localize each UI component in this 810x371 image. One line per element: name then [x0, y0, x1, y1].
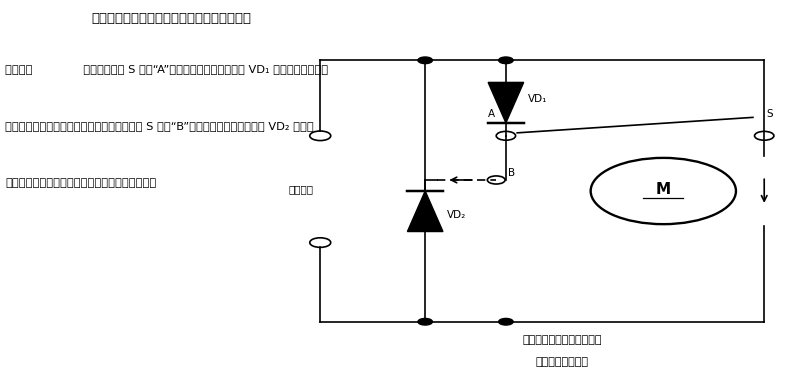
- Text: 动机，电流方向如图中虚线所示，则电动机反转。: 动机，电流方向如图中虚线所示，则电动机反转。: [6, 178, 156, 188]
- Text: M: M: [656, 182, 671, 197]
- Circle shape: [499, 318, 514, 325]
- Text: 交流电源: 交流电源: [289, 184, 313, 194]
- Text: 正、反转控制电路: 正、反转控制电路: [536, 357, 589, 367]
- Circle shape: [418, 57, 433, 63]
- Circle shape: [418, 318, 433, 325]
- Text: A: A: [488, 109, 495, 119]
- Text: B: B: [509, 168, 515, 178]
- Text: VD₂: VD₂: [447, 210, 467, 220]
- Polygon shape: [488, 82, 523, 123]
- Text: S: S: [766, 109, 774, 119]
- Text: 交流电源驱动的直流电动机: 交流电源驱动的直流电动机: [522, 335, 602, 345]
- Polygon shape: [407, 191, 443, 232]
- Circle shape: [499, 57, 514, 63]
- Text: 电路如图              所示。当开关 S 置于“A”位置时，电流通过二极管 VD₁ 流经电动机，电流: 电路如图 所示。当开关 S 置于“A”位置时，电流通过二极管 VD₁ 流经电动机…: [6, 64, 329, 74]
- Text: 方向如图中实线所示，则电动机正转。当开关 S 置于“B”位置时，电流通过二极管 VD₂ 流经电: 方向如图中实线所示，则电动机正转。当开关 S 置于“B”位置时，电流通过二极管 …: [6, 121, 314, 131]
- Text: 交流电源驱动的直流电动机正、反转控制电路: 交流电源驱动的直流电动机正、反转控制电路: [91, 13, 251, 26]
- Text: VD₁: VD₁: [527, 94, 547, 104]
